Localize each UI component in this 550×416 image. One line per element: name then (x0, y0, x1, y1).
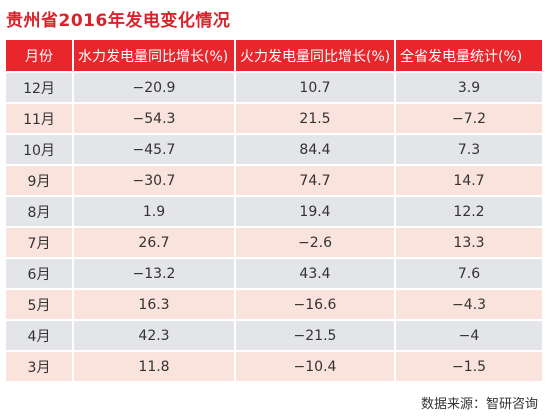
hydro-cell: −30.7 (74, 166, 234, 195)
page-title: 贵州省2016年发电变化情况 (6, 11, 231, 31)
data-table-container: 月份 水力发电量同比增长(%) 火力发电量同比增长(%) 全省发电量统计(%) … (6, 38, 544, 383)
hydro-cell: 26.7 (74, 228, 234, 257)
hydro-cell: −54.3 (74, 104, 234, 133)
thermal-cell: 84.4 (236, 135, 394, 164)
table-row: 5月 16.3 −16.6 −4.3 (6, 290, 542, 319)
total-cell: −4 (396, 321, 542, 350)
total-cell: −1.5 (396, 352, 542, 381)
column-header-thermal: 火力发电量同比增长(%) (236, 40, 394, 71)
month-cell: 9月 (6, 166, 72, 195)
total-cell: −4.3 (396, 290, 542, 319)
thermal-cell: 19.4 (236, 197, 394, 226)
total-cell: 13.3 (396, 228, 542, 257)
month-cell: 4月 (6, 321, 72, 350)
table-row: 12月 −20.9 10.7 3.9 (6, 73, 542, 102)
thermal-cell: 74.7 (236, 166, 394, 195)
hydro-cell: −45.7 (74, 135, 234, 164)
hydro-cell: −20.9 (74, 73, 234, 102)
month-cell: 10月 (6, 135, 72, 164)
total-cell: 7.3 (396, 135, 542, 164)
total-cell: 12.2 (396, 197, 542, 226)
table-row: 11月 −54.3 21.5 −7.2 (6, 104, 542, 133)
thermal-cell: −10.4 (236, 352, 394, 381)
month-cell: 8月 (6, 197, 72, 226)
month-cell: 12月 (6, 73, 72, 102)
month-cell: 7月 (6, 228, 72, 257)
column-header-hydro: 水力发电量同比增长(%) (74, 40, 234, 71)
hydro-cell: 11.8 (74, 352, 234, 381)
table-row: 6月 −13.2 43.4 7.6 (6, 259, 542, 288)
table-header-row: 月份 水力发电量同比增长(%) 火力发电量同比增长(%) 全省发电量统计(%) (6, 40, 542, 71)
table-row: 9月 −30.7 74.7 14.7 (6, 166, 542, 195)
table-row: 10月 −45.7 84.4 7.3 (6, 135, 542, 164)
month-cell: 6月 (6, 259, 72, 288)
thermal-cell: 10.7 (236, 73, 394, 102)
hydro-cell: 42.3 (74, 321, 234, 350)
thermal-cell: −21.5 (236, 321, 394, 350)
total-cell: 14.7 (396, 166, 542, 195)
total-cell: 3.9 (396, 73, 542, 102)
month-cell: 3月 (6, 352, 72, 381)
table-row: 8月 1.9 19.4 12.2 (6, 197, 542, 226)
hydro-cell: 16.3 (74, 290, 234, 319)
thermal-cell: −16.6 (236, 290, 394, 319)
table-row: 4月 42.3 −21.5 −4 (6, 321, 542, 350)
month-cell: 5月 (6, 290, 72, 319)
data-source-note: 数据来源：智研咨询 (420, 397, 538, 412)
total-cell: 7.6 (396, 259, 542, 288)
column-header-total: 全省发电量统计(%) (396, 40, 542, 71)
thermal-cell: −2.6 (236, 228, 394, 257)
thermal-cell: 43.4 (236, 259, 394, 288)
hydro-cell: 1.9 (74, 197, 234, 226)
total-cell: −7.2 (396, 104, 542, 133)
data-table: 月份 水力发电量同比增长(%) 火力发电量同比增长(%) 全省发电量统计(%) … (4, 38, 544, 383)
table-row: 3月 11.8 −10.4 −1.5 (6, 352, 542, 381)
thermal-cell: 21.5 (236, 104, 394, 133)
table-row: 7月 26.7 −2.6 13.3 (6, 228, 542, 257)
hydro-cell: −13.2 (74, 259, 234, 288)
month-cell: 11月 (6, 104, 72, 133)
column-header-month: 月份 (6, 40, 72, 71)
